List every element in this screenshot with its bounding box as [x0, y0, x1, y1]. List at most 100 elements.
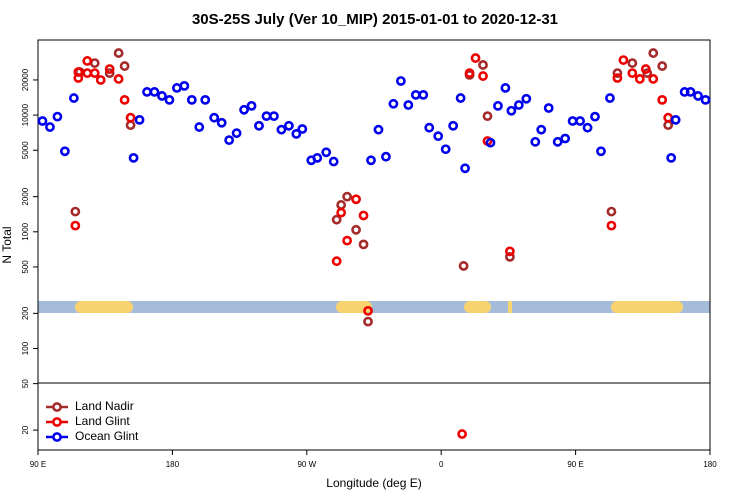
data-point	[552, 136, 563, 147]
legend-label: Land Glint	[75, 414, 130, 428]
data-point	[239, 104, 249, 115]
data-point	[231, 128, 242, 139]
data-point	[68, 93, 79, 103]
x-tick-label: 90 W	[297, 460, 316, 469]
data-point	[194, 122, 205, 132]
data-point	[606, 206, 617, 217]
data-point	[363, 316, 373, 327]
data-point	[45, 122, 55, 132]
data-point	[440, 144, 451, 155]
data-point	[149, 87, 160, 97]
data-point	[59, 146, 70, 157]
data-point	[543, 103, 554, 113]
data-point	[336, 207, 347, 218]
data-point	[157, 91, 167, 101]
ocean-strip	[38, 301, 710, 313]
data-point	[283, 120, 294, 131]
x-tick-label: 90 E	[567, 460, 583, 469]
data-point	[666, 152, 677, 163]
data-point	[216, 117, 227, 128]
data-point	[530, 136, 541, 147]
legend-swatch-marker	[52, 417, 62, 427]
plot-frame	[37, 39, 711, 451]
data-point	[164, 94, 175, 105]
y-tick-label: 1000	[21, 222, 30, 240]
land-strip	[464, 301, 491, 313]
data-point	[134, 114, 145, 125]
data-point	[119, 94, 130, 105]
data-point	[73, 67, 84, 77]
data-point	[113, 48, 124, 58]
data-point	[312, 152, 323, 163]
data-point	[648, 48, 659, 58]
data-point	[590, 111, 600, 122]
y-axis-label: N Total	[0, 226, 14, 263]
data-point	[113, 74, 124, 84]
data-point	[560, 133, 571, 144]
data-point	[521, 93, 532, 104]
data-point	[458, 261, 469, 271]
land-strip	[75, 301, 133, 313]
data-point	[493, 100, 503, 111]
data-point	[433, 131, 444, 142]
legend-swatch-marker	[52, 432, 62, 442]
data-point	[470, 53, 481, 63]
data-point	[104, 64, 115, 74]
data-point	[269, 111, 279, 122]
data-point	[596, 146, 606, 157]
data-point	[648, 74, 659, 84]
data-point	[381, 151, 391, 162]
data-point	[395, 76, 406, 86]
data-point	[612, 68, 623, 78]
data-point	[297, 124, 308, 134]
land-strip	[336, 301, 372, 313]
data-point	[351, 224, 361, 235]
data-point	[89, 68, 100, 78]
data-point	[276, 124, 287, 135]
data-point	[500, 83, 511, 93]
data-point	[119, 61, 130, 71]
data-point	[37, 116, 48, 126]
data-point	[82, 56, 93, 66]
data-point	[640, 64, 651, 74]
data-point	[363, 306, 373, 316]
data-point	[186, 94, 197, 105]
data-point	[331, 256, 342, 267]
data-point	[351, 194, 361, 205]
data-point	[504, 251, 515, 262]
data-point	[612, 73, 623, 83]
data-point	[179, 80, 190, 91]
y-tick-label: 2000	[21, 187, 30, 205]
data-point	[627, 58, 638, 68]
data-point	[246, 100, 257, 111]
y-tick-label: 200	[21, 306, 30, 320]
data-point	[418, 89, 429, 100]
data-point	[455, 93, 466, 103]
data-point	[448, 120, 459, 131]
data-point	[125, 112, 136, 123]
data-point	[52, 111, 63, 122]
data-point	[478, 71, 488, 81]
y-tick-label: 20	[21, 425, 30, 434]
data-point	[366, 155, 376, 166]
data-point	[388, 98, 399, 109]
data-point	[685, 87, 696, 97]
data-point	[331, 214, 342, 225]
data-point	[657, 61, 668, 71]
data-point	[575, 116, 585, 126]
land-ocean-strip	[38, 301, 710, 313]
data-point	[464, 68, 475, 78]
y-tick-label: 500	[21, 260, 30, 274]
data-point	[95, 75, 106, 85]
legend-label: Ocean Glint	[75, 429, 139, 443]
data-point	[485, 137, 496, 148]
data-point	[70, 220, 81, 231]
data-point	[504, 246, 515, 257]
data-point	[128, 152, 139, 163]
data-point	[342, 191, 353, 202]
y-tick-label: 50	[21, 379, 30, 388]
y-tick-label: 20000	[21, 68, 30, 91]
data-point	[606, 220, 617, 231]
